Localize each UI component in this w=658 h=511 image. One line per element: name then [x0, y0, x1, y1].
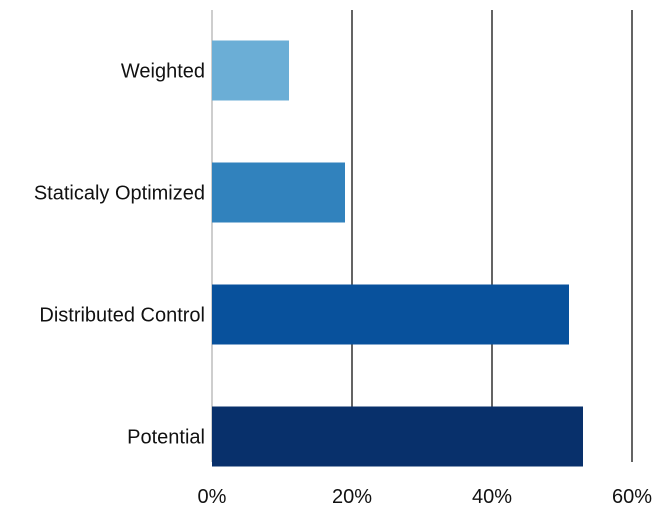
bar-distributed-control — [212, 284, 569, 345]
bar-potential — [212, 406, 583, 467]
x-tick-label-60: 60% — [612, 486, 652, 508]
x-tick-label-40: 40% — [472, 486, 512, 508]
category-label-staticaly-optimized: Staticaly Optimized — [34, 183, 205, 205]
category-label-weighted: Weighted — [121, 61, 205, 83]
category-label-potential: Potential — [127, 427, 205, 449]
category-label-layer: Weighted Staticaly Optimized Distributed C… — [34, 61, 205, 449]
category-label-distributed-control: Distributed Control — [39, 305, 205, 327]
bar-weighted — [212, 40, 289, 101]
tick-label-layer: 0% 20% 40% 60% — [198, 486, 653, 508]
x-tick-label-20: 20% — [332, 486, 372, 508]
x-tick-label-0: 0% — [198, 486, 227, 508]
bar-layer — [212, 40, 583, 467]
bar-staticaly-optimized — [212, 162, 345, 223]
